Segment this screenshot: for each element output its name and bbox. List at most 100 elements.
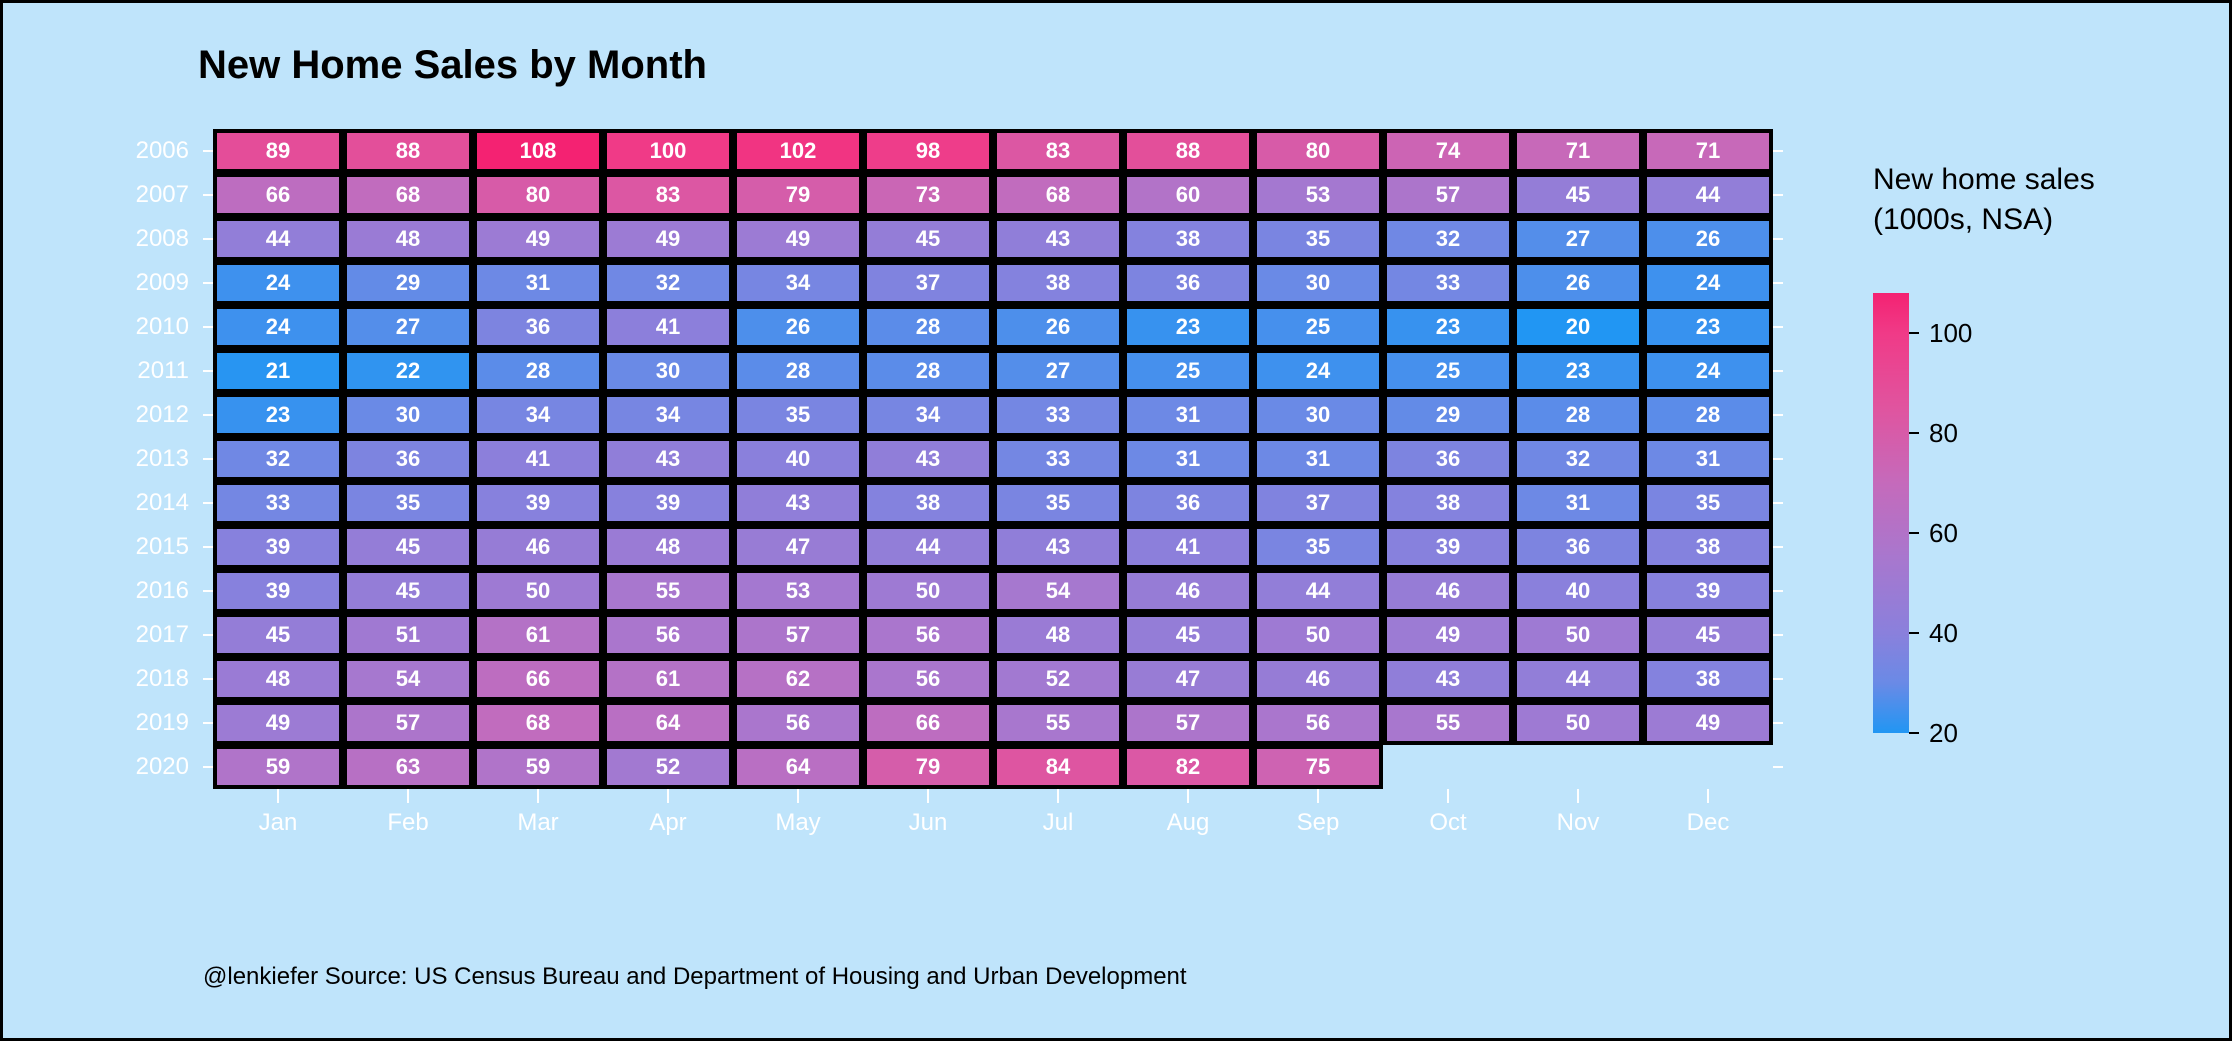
heatmap-cell: 43 — [993, 525, 1123, 569]
x-axis-tick — [667, 789, 669, 803]
y-axis-tick — [1773, 326, 1783, 328]
heatmap-cell: 83 — [993, 129, 1123, 173]
heatmap-cell: 79 — [863, 745, 993, 789]
heatmap-cell: 24 — [1253, 349, 1383, 393]
heatmap-cell: 35 — [1253, 525, 1383, 569]
heatmap-cell: 28 — [1513, 393, 1643, 437]
y-axis-tick — [203, 194, 213, 196]
source-caption: @lenkiefer Source: US Census Bureau and … — [203, 963, 1187, 991]
heatmap-cell: 66 — [863, 701, 993, 745]
y-axis-tick — [1773, 238, 1783, 240]
heatmap-cell: 30 — [1253, 261, 1383, 305]
heatmap-cell: 52 — [603, 745, 733, 789]
heatmap-cell: 83 — [603, 173, 733, 217]
heatmap-cell: 100 — [603, 129, 733, 173]
y-axis-year-label: 2008 — [136, 225, 189, 253]
heatmap-cell: 49 — [733, 217, 863, 261]
x-axis-tick — [1707, 789, 1709, 803]
heatmap-cell: 56 — [863, 657, 993, 701]
heatmap-cell: 24 — [1643, 261, 1773, 305]
heatmap-cell: 30 — [343, 393, 473, 437]
heatmap-cell: 38 — [863, 481, 993, 525]
heatmap-cell: 75 — [1253, 745, 1383, 789]
heatmap-cell: 23 — [1123, 305, 1253, 349]
heatmap-cell: 43 — [993, 217, 1123, 261]
heatmap-cell: 36 — [1513, 525, 1643, 569]
y-axis-year-label: 2015 — [136, 533, 189, 561]
legend-title-line: (1000s, NSA) — [1873, 203, 2053, 237]
x-axis-tick — [797, 789, 799, 803]
x-axis-month-label: Oct — [1423, 809, 1473, 837]
heatmap-cell: 57 — [733, 613, 863, 657]
heatmap-cell: 71 — [1513, 129, 1643, 173]
heatmap-cell: 50 — [1513, 613, 1643, 657]
heatmap-cell: 26 — [1513, 261, 1643, 305]
heatmap-cell: 36 — [1123, 481, 1253, 525]
heatmap-cell: 35 — [1253, 217, 1383, 261]
heatmap-cell: 55 — [993, 701, 1123, 745]
y-axis-year-label: 2007 — [136, 181, 189, 209]
y-axis-tick — [203, 678, 213, 680]
heatmap-cell: 102 — [733, 129, 863, 173]
heatmap-cell: 68 — [343, 173, 473, 217]
y-axis-year-label: 2013 — [136, 445, 189, 473]
heatmap-cell: 43 — [603, 437, 733, 481]
heatmap-cell: 44 — [863, 525, 993, 569]
heatmap-cell: 88 — [1123, 129, 1253, 173]
heatmap-cell: 64 — [603, 701, 733, 745]
legend-title-line: New home sales — [1873, 163, 2095, 197]
y-axis-tick — [1773, 634, 1783, 636]
y-axis-tick — [203, 546, 213, 548]
y-axis-tick — [203, 458, 213, 460]
heatmap-cell: 66 — [473, 657, 603, 701]
heatmap-cell: 36 — [1383, 437, 1513, 481]
heatmap-cell: 60 — [1123, 173, 1253, 217]
heatmap-cell: 61 — [603, 657, 733, 701]
heatmap-cell: 44 — [1513, 657, 1643, 701]
heatmap-cell: 34 — [733, 261, 863, 305]
x-axis-month-label: Feb — [383, 809, 433, 837]
heatmap-cell: 31 — [1643, 437, 1773, 481]
heatmap-cell: 98 — [863, 129, 993, 173]
heatmap-cell: 38 — [993, 261, 1123, 305]
heatmap-cell: 28 — [863, 349, 993, 393]
heatmap-cell: 34 — [863, 393, 993, 437]
x-axis-month-label: Apr — [643, 809, 693, 837]
heatmap-cell: 30 — [1253, 393, 1383, 437]
y-axis-tick — [1773, 194, 1783, 196]
heatmap-cell: 40 — [1513, 569, 1643, 613]
y-axis-tick — [203, 414, 213, 416]
y-axis-tick — [1773, 590, 1783, 592]
heatmap-cell: 24 — [213, 305, 343, 349]
heatmap-cell: 28 — [733, 349, 863, 393]
heatmap-cell: 45 — [1513, 173, 1643, 217]
heatmap-cell: 57 — [343, 701, 473, 745]
heatmap-cell: 37 — [1253, 481, 1383, 525]
legend-tick — [1909, 332, 1919, 334]
heatmap-cell: 56 — [603, 613, 733, 657]
legend-tick-label: 100 — [1929, 318, 1972, 349]
heatmap-cell: 36 — [343, 437, 473, 481]
heatmap-cell: 41 — [1123, 525, 1253, 569]
heatmap-cell: 26 — [993, 305, 1123, 349]
heatmap-cell: 48 — [993, 613, 1123, 657]
x-axis-tick — [1447, 789, 1449, 803]
x-axis-month-label: Dec — [1683, 809, 1733, 837]
heatmap-cell: 40 — [733, 437, 863, 481]
heatmap-cell: 50 — [1253, 613, 1383, 657]
x-axis-tick — [537, 789, 539, 803]
heatmap-cell: 20 — [1513, 305, 1643, 349]
x-axis-month-label: Sep — [1293, 809, 1343, 837]
chart-title: New Home Sales by Month — [198, 43, 707, 88]
heatmap-cell: 39 — [1643, 569, 1773, 613]
heatmap-cell: 43 — [863, 437, 993, 481]
x-axis-month-label: Nov — [1553, 809, 1603, 837]
legend-tick-label: 40 — [1929, 618, 1958, 649]
heatmap-cell: 48 — [213, 657, 343, 701]
x-axis-month-label: Aug — [1163, 809, 1213, 837]
heatmap-cell: 51 — [343, 613, 473, 657]
heatmap-cell: 50 — [1513, 701, 1643, 745]
y-axis-tick — [203, 722, 213, 724]
y-axis-year-label: 2016 — [136, 577, 189, 605]
heatmap-cell: 33 — [213, 481, 343, 525]
